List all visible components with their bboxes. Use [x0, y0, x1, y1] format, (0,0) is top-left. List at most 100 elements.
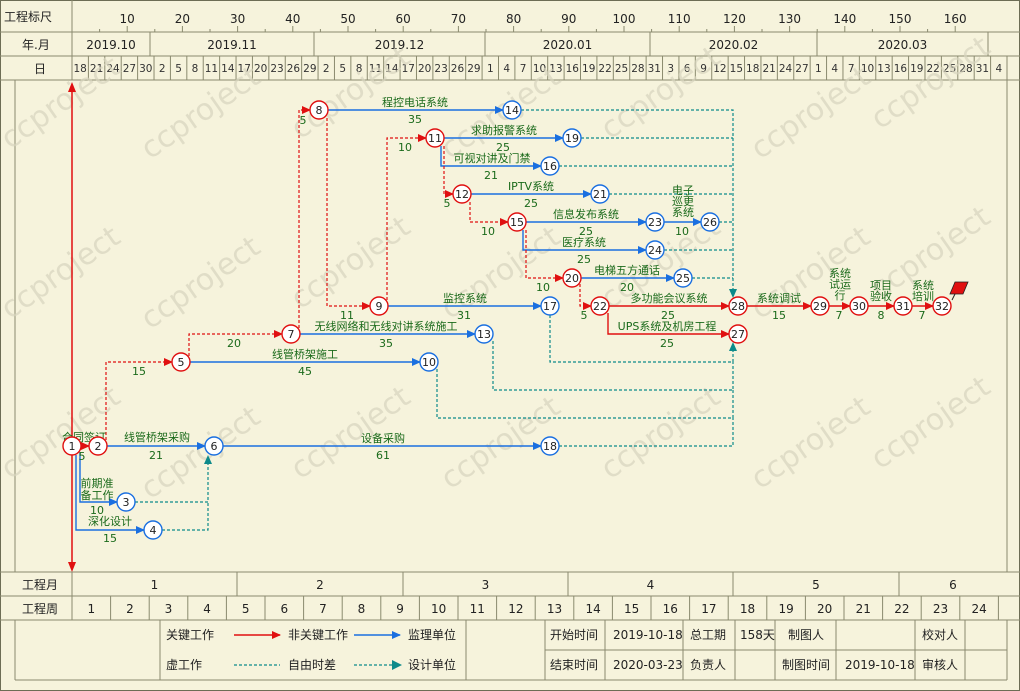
node-number: 19: [565, 132, 579, 145]
scale-tick-label: 80: [506, 12, 521, 26]
activity-duration-label: 8: [878, 309, 885, 322]
activity-duration-label: 25: [579, 225, 593, 238]
activity-duration-label: 5: [581, 309, 588, 322]
node-number: 12: [455, 188, 469, 201]
day-label: 13: [877, 63, 890, 75]
node-3: 3: [116, 492, 136, 512]
day-label: 4: [831, 63, 838, 75]
day-label: 26: [287, 63, 301, 75]
node-12: 12: [452, 184, 472, 204]
node-11: 11: [425, 128, 445, 148]
free-float-3-6: [135, 455, 212, 503]
day-label: 16: [894, 63, 908, 75]
row-label-month: 年.月: [22, 38, 50, 52]
activity-duration-label: 45: [298, 365, 312, 378]
free-float-14-28: [521, 109, 737, 298]
node-8: 8: [309, 100, 329, 120]
node-number: 18: [543, 440, 557, 453]
project-month-label: 5: [812, 578, 820, 592]
project-week-label: 2: [126, 602, 134, 616]
reviewer-label: 审核人: [922, 657, 958, 672]
activity-name-label: 系统培训: [912, 279, 934, 303]
node-number: 3: [123, 496, 130, 509]
activity-duration-label: 20: [620, 281, 634, 294]
node-18: 18: [540, 436, 560, 456]
day-label: 2: [159, 63, 166, 75]
project-week-label: 8: [358, 602, 366, 616]
span-arrow-bottom-icon: [68, 562, 76, 572]
month-label: 2019.10: [86, 38, 136, 52]
activity-duration-label: 61: [376, 449, 390, 462]
month-label: 2020.03: [878, 38, 928, 52]
activity-duration-label: 5: [444, 197, 451, 210]
day-label: 21: [90, 63, 103, 75]
node-number: 27: [731, 328, 745, 341]
activity-duration-label: 10: [675, 225, 689, 238]
activity-arrow-11-12: [443, 146, 454, 198]
activity-duration-label: 35: [408, 113, 422, 126]
project-week-label: 13: [547, 602, 562, 616]
day-label: 18: [746, 63, 759, 75]
node-number: 29: [813, 300, 827, 313]
day-label: 29: [467, 63, 480, 75]
activity-duration-label: 10: [90, 504, 104, 517]
row-label-proj-week: 工程周: [22, 601, 58, 616]
scale-tick-label: 150: [889, 12, 912, 26]
activity-arrow-2-3: [79, 452, 118, 506]
day-label: 27: [795, 63, 808, 75]
node-number: 1: [69, 440, 76, 453]
legend-noncritical-label: 非关键工作: [288, 628, 348, 642]
node-2: 2: [88, 436, 108, 456]
node-6: 6: [204, 436, 224, 456]
day-label: 11: [369, 63, 382, 75]
day-label: 27: [123, 63, 136, 75]
day-label: 20: [254, 63, 267, 75]
day-label: 23: [270, 63, 283, 75]
day-label: 1: [487, 63, 494, 75]
project-week-label: 5: [242, 602, 250, 616]
activity-duration-label: 11: [340, 309, 354, 322]
free-float-18-27: [559, 418, 734, 447]
draw-time-value: 2019-10-18: [845, 658, 915, 672]
project-week-label: 9: [396, 602, 404, 616]
edge-labels: 合同签订515线管桥架采购21前期准备工作10深化设计1520线管桥架施工45设…: [62, 95, 934, 545]
activity-arrow-12-15: [469, 202, 509, 226]
free-float-13-27: [492, 341, 734, 391]
activity-arrow-11-16: [440, 146, 542, 170]
activity-duration-label: 21: [149, 449, 163, 462]
project-week-label: 19: [778, 602, 793, 616]
day-label: 11: [205, 63, 218, 75]
project-month-label: 4: [647, 578, 655, 592]
node-number: 20: [565, 272, 579, 285]
day-label: 10: [861, 63, 874, 75]
scale-tick-label: 10: [120, 12, 135, 26]
activity-name-label: 无线网络和无线对讲系统施工: [315, 319, 458, 333]
activity-name-label: IPTV系统: [508, 180, 554, 193]
project-month-label: 2: [316, 578, 324, 592]
activity-duration-label: 10: [398, 141, 412, 154]
project-month-cells: 1 2 3 4 5 6: [151, 572, 957, 596]
scale-tick-label: 40: [285, 12, 300, 26]
activity-name-label: 系统调试: [757, 292, 801, 305]
node-28: 28: [728, 296, 748, 316]
end-time-value: 2020-03-23: [613, 658, 683, 672]
activity-duration-label: 21: [484, 169, 498, 182]
node-number: 22: [593, 300, 607, 313]
day-label: 31: [976, 63, 989, 75]
scale-tick-label: 100: [613, 12, 636, 26]
day-label: 28: [959, 63, 972, 75]
day-label: 16: [566, 63, 580, 75]
day-label: 18: [74, 63, 87, 75]
activity-name-label: 多功能会议系统: [631, 291, 708, 305]
owner-label: 负责人: [690, 658, 726, 672]
project-week-label: 6: [280, 602, 288, 616]
activity-arrow-2-4: [75, 455, 145, 534]
scale-ticks: 10 20 30 40 50 60 70 80 90 100 110 120 130 140 150 160: [99, 12, 967, 32]
node-10: 10: [419, 352, 439, 372]
project-week-label: 22: [894, 602, 909, 616]
activity-duration-label: 15: [772, 309, 786, 322]
scale-tick-label: 60: [396, 12, 411, 26]
day-label: 28: [631, 63, 644, 75]
